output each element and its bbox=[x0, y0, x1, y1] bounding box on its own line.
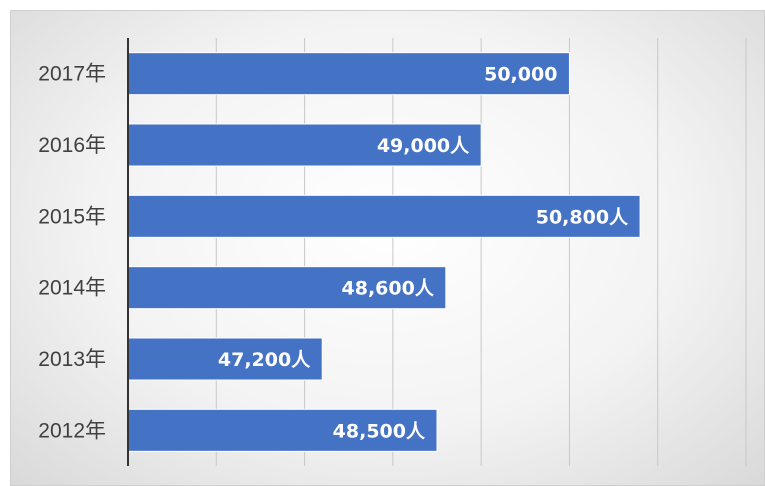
category-label: 2014年 bbox=[38, 277, 106, 300]
category-label: 2013年 bbox=[38, 348, 106, 371]
data-labels: 50,000 49,000人 50,800人 48,600人 47,200人 48,500… bbox=[218, 64, 629, 443]
bar-2013年 bbox=[127, 337, 323, 381]
bar-2012年 bbox=[127, 408, 438, 452]
category-label: 2012年 bbox=[38, 419, 106, 442]
data-label: 50,800人 bbox=[536, 206, 629, 228]
bar-2014年 bbox=[127, 266, 447, 310]
data-label: 48,500人 bbox=[333, 420, 426, 442]
category-label: 2017年 bbox=[38, 63, 106, 86]
gridlines bbox=[215, 38, 747, 466]
data-label: 50,000 bbox=[484, 64, 557, 86]
bar-2016年 bbox=[127, 123, 482, 167]
data-label: 47,200人 bbox=[218, 349, 311, 371]
bars bbox=[127, 52, 641, 452]
category-label: 2016年 bbox=[38, 134, 106, 157]
category-labels: 2017年 2016年 2015年 2014年 2013年 2012年 bbox=[38, 63, 106, 443]
bar-2017年 bbox=[127, 52, 570, 96]
data-label: 49,000人 bbox=[377, 135, 470, 157]
data-label: 48,600人 bbox=[342, 278, 435, 300]
category-label: 2015年 bbox=[38, 205, 106, 228]
